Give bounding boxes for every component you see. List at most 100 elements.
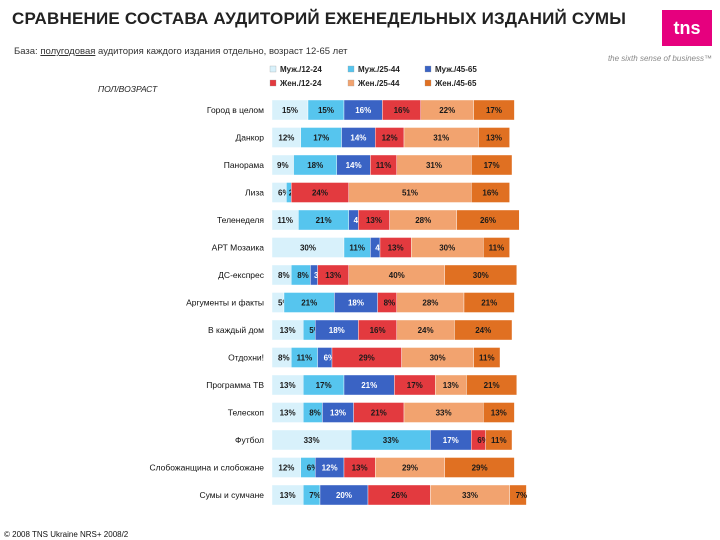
bar-label-10-3: 17% <box>407 381 423 390</box>
bar-label-2-1: 18% <box>307 161 323 170</box>
bar-label-9-2: 6% <box>324 354 336 363</box>
bar-label-9-4: 30% <box>430 354 446 363</box>
axis-title: ПОЛ/ВОЗРАСТ <box>98 84 158 94</box>
bar-label-8-3: 16% <box>370 326 386 335</box>
legend-label-3: Жен./12-24 <box>279 79 322 88</box>
legend-label-2: Муж./45-65 <box>435 65 477 74</box>
category-label-11: Телескоп <box>228 408 265 418</box>
bar-segment-3-5 <box>471 182 510 203</box>
bar-label-9-1: 11% <box>297 354 313 363</box>
bar-segment-6-5 <box>444 264 517 286</box>
subtitle-suffix: аудитория каждого издания отдельно, возр… <box>95 46 348 57</box>
bar-label-12-3: 6% <box>477 436 489 445</box>
bar-label-10-0: 13% <box>280 381 296 390</box>
bar-label-0-5: 17% <box>486 106 502 115</box>
bar-label-8-0: 13% <box>280 326 296 335</box>
bar-segment-14-5 <box>509 484 527 506</box>
bar-label-13-4: 29% <box>402 464 418 473</box>
bar-label-4-0: 11% <box>277 216 293 225</box>
bar-label-4-3: 13% <box>366 216 382 225</box>
bar-label-10-1: 17% <box>316 381 332 390</box>
bar-segment-11-5 <box>483 402 515 423</box>
bar-label-2-0: 9% <box>277 161 289 170</box>
bar-label-8-5: 24% <box>475 326 491 335</box>
legend-swatch-2 <box>424 65 432 73</box>
bar-label-12-5: 11% <box>491 436 507 445</box>
bar-label-13-1: 6% <box>307 464 319 473</box>
bar-label-2-4: 31% <box>426 161 442 170</box>
legend-swatch-4 <box>347 79 355 87</box>
subtitle: База: полугодовая аудитория каждого изда… <box>14 46 348 57</box>
bar-segment-10-5 <box>466 374 517 396</box>
bar-label-3-5: 16% <box>482 189 498 198</box>
bar-label-7-0: 5% <box>278 299 290 308</box>
bar-label-12-1: 33% <box>383 436 399 445</box>
bar-label-7-4: 28% <box>422 299 438 308</box>
bar-label-1-5: 13% <box>486 134 502 143</box>
bar-label-9-3: 29% <box>359 354 375 363</box>
legend-label-4: Жен./25-44 <box>357 79 400 88</box>
bar-label-3-0: 6% <box>278 189 290 198</box>
bar-label-11-3: 21% <box>371 409 387 418</box>
category-label-8: В каждый дом <box>208 325 264 335</box>
bar-segment-13-5 <box>444 457 515 478</box>
bar-label-4-4: 28% <box>415 216 431 225</box>
bar-segment-0-5 <box>473 99 515 121</box>
bar-segment-9-5 <box>473 347 501 368</box>
bar-label-7-1: 21% <box>301 299 317 308</box>
category-label-9: Отдохни! <box>228 353 264 363</box>
legend-swatch-0 <box>269 65 277 73</box>
bar-segment-2-5 <box>471 154 513 176</box>
bar-label-6-3: 13% <box>325 271 341 280</box>
category-label-14: Сумы и сумчане <box>199 490 264 500</box>
tns-tagline: the sixth sense of business™ <box>607 54 712 63</box>
bar-label-0-4: 22% <box>439 106 455 115</box>
bar-label-13-2: 12% <box>322 464 338 473</box>
bar-label-1-1: 17% <box>313 134 329 143</box>
bar-label-12-0: 33% <box>304 436 320 445</box>
footer-copyright: © 2008 TNS Ukraine NRS+ 2008/2 <box>4 530 129 539</box>
bar-label-7-2: 18% <box>348 299 364 308</box>
bar-label-0-3: 16% <box>394 106 410 115</box>
legend-swatch-1 <box>347 65 355 73</box>
category-label-6: ДС-експрес <box>218 270 265 280</box>
bar-label-5-3: 13% <box>388 244 404 253</box>
bar-label-10-5: 21% <box>484 381 500 390</box>
bar-segment-5-5 <box>483 237 510 258</box>
bar-label-10-4: 13% <box>443 381 459 390</box>
bar-label-14-2: 20% <box>336 491 352 500</box>
bar-label-11-4: 33% <box>436 409 452 418</box>
bar-label-0-1: 15% <box>318 106 334 115</box>
bar-label-6-0: 8% <box>278 271 290 280</box>
bar-label-6-4: 40% <box>389 271 405 280</box>
bar-label-11-1: 8% <box>309 409 321 418</box>
bar-label-5-1: 11% <box>349 244 365 253</box>
bar-label-11-2: 13% <box>330 409 346 418</box>
category-label-12: Футбол <box>235 435 264 445</box>
bar-label-10-2: 21% <box>361 381 377 390</box>
category-label-0: Город в целом <box>207 105 264 115</box>
legend-label-5: Жен./45-65 <box>434 79 477 88</box>
bar-label-14-0: 13% <box>280 491 296 500</box>
bar-label-5-4: 30% <box>439 244 455 253</box>
tns-logo-box: tns <box>662 10 712 46</box>
legend-label-0: Муж./12-24 <box>280 65 322 74</box>
category-label-4: Теленеделя <box>217 215 264 225</box>
bar-label-2-3: 11% <box>376 161 392 170</box>
bar-label-6-1: 8% <box>297 271 309 280</box>
bar-label-3-3: 24% <box>312 189 328 198</box>
bar-label-7-5: 21% <box>481 299 497 308</box>
bar-label-5-0: 30% <box>300 244 316 253</box>
page-title: СРАВНЕНИЕ СОСТАВА АУДИТОРИЙ ЕЖЕНЕДЕЛЬНЫХ… <box>12 9 627 28</box>
bar-label-4-1: 21% <box>316 216 332 225</box>
tns-logo: tns <box>662 10 714 48</box>
bar-label-0-0: 15% <box>282 106 298 115</box>
legend-swatch-5 <box>424 79 432 87</box>
bar-segment-4-5 <box>456 209 520 231</box>
bar-label-2-5: 17% <box>484 161 500 170</box>
bar-segment-8-5 <box>454 319 513 341</box>
bar-label-11-5: 13% <box>491 409 507 418</box>
bar-label-7-3: 8% <box>384 299 396 308</box>
bar-label-14-3: 26% <box>391 491 407 500</box>
